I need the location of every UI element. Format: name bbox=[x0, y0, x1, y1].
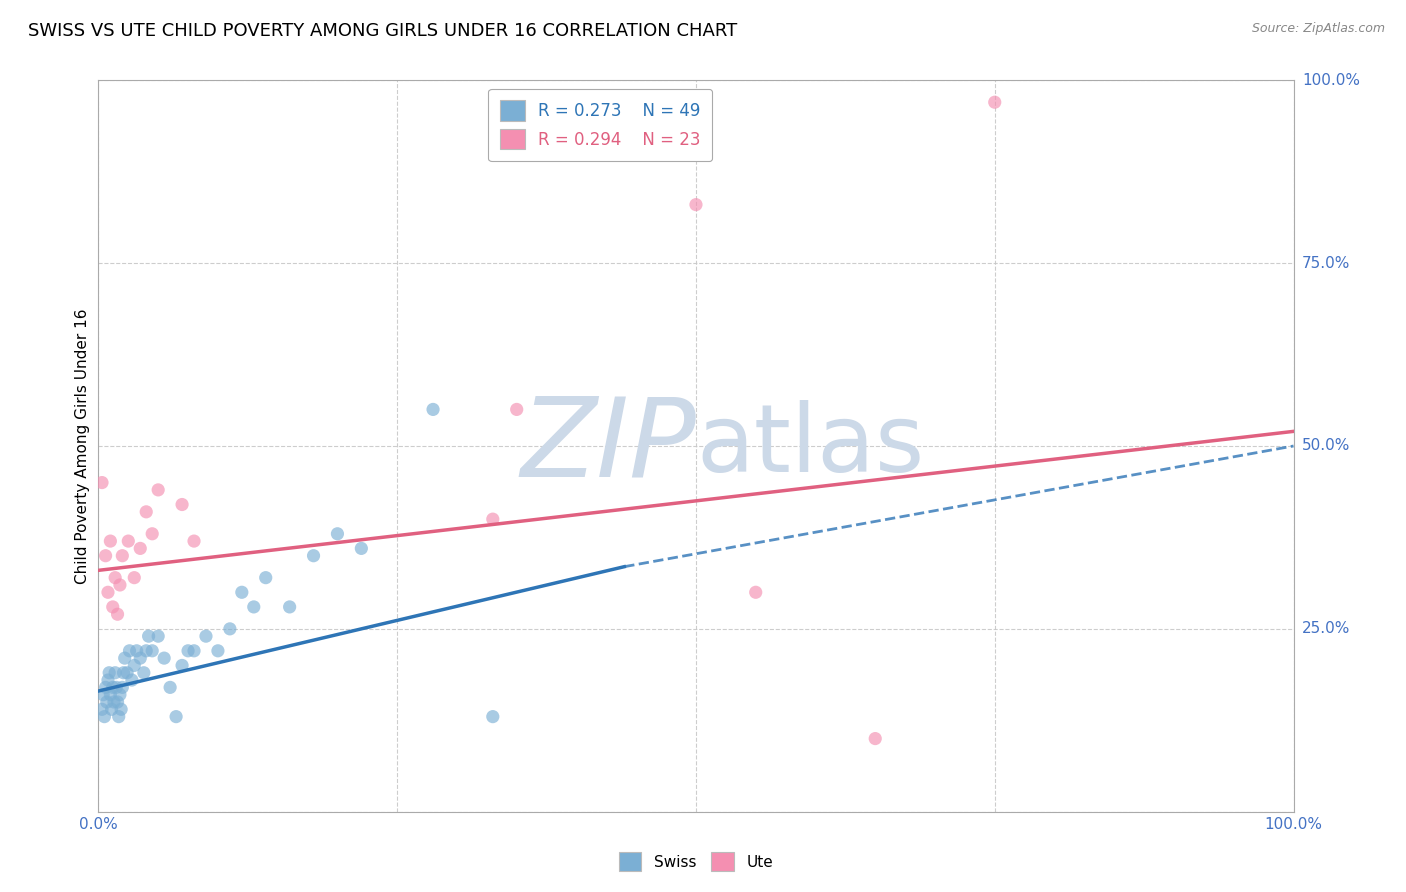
Point bbox=[135, 644, 157, 658]
Legend: Swiss, Ute: Swiss, Ute bbox=[613, 847, 779, 877]
Point bbox=[101, 599, 124, 614]
Point bbox=[183, 644, 205, 658]
Text: SWISS VS UTE CHILD POVERTY AMONG GIRLS UNDER 16 CORRELATION CHART: SWISS VS UTE CHILD POVERTY AMONG GIRLS U… bbox=[28, 22, 737, 40]
Point bbox=[101, 681, 124, 695]
Point bbox=[194, 629, 217, 643]
Point bbox=[481, 512, 505, 526]
Point bbox=[107, 607, 129, 622]
Point bbox=[108, 688, 131, 702]
Point bbox=[117, 534, 139, 549]
Point bbox=[103, 695, 125, 709]
Point bbox=[94, 549, 117, 563]
Point bbox=[93, 709, 115, 723]
Point bbox=[98, 665, 121, 680]
Point bbox=[153, 651, 176, 665]
Point bbox=[243, 599, 266, 614]
Text: Source: ZipAtlas.com: Source: ZipAtlas.com bbox=[1251, 22, 1385, 36]
Text: ZIP: ZIP bbox=[520, 392, 696, 500]
Text: 100.0%: 100.0% bbox=[1302, 73, 1360, 87]
Point bbox=[104, 571, 127, 585]
Point bbox=[91, 688, 114, 702]
Point bbox=[481, 709, 505, 723]
Point bbox=[118, 644, 141, 658]
Point bbox=[132, 665, 155, 680]
Y-axis label: Child Poverty Among Girls Under 16: Child Poverty Among Girls Under 16 bbox=[75, 309, 90, 583]
Point bbox=[91, 702, 114, 716]
Point bbox=[138, 629, 160, 643]
Point bbox=[129, 541, 152, 556]
Point bbox=[165, 709, 187, 723]
Text: atlas: atlas bbox=[696, 400, 924, 492]
Point bbox=[983, 95, 1005, 110]
Point bbox=[125, 644, 148, 658]
Point bbox=[159, 681, 181, 695]
Point bbox=[177, 644, 200, 658]
Point bbox=[104, 665, 127, 680]
Point bbox=[254, 571, 277, 585]
Point bbox=[141, 644, 163, 658]
Point bbox=[219, 622, 242, 636]
Point bbox=[124, 571, 146, 585]
Point bbox=[110, 702, 132, 716]
Point bbox=[97, 673, 120, 687]
Text: 50.0%: 50.0% bbox=[1302, 439, 1350, 453]
Point bbox=[183, 534, 205, 549]
Point bbox=[97, 585, 120, 599]
Point bbox=[114, 651, 136, 665]
Point bbox=[91, 475, 114, 490]
Point bbox=[135, 505, 157, 519]
Point bbox=[685, 197, 707, 211]
Point bbox=[506, 402, 529, 417]
Point bbox=[231, 585, 253, 599]
Point bbox=[111, 549, 134, 563]
Point bbox=[100, 702, 122, 716]
Point bbox=[112, 665, 135, 680]
Point bbox=[278, 599, 301, 614]
Point bbox=[207, 644, 229, 658]
Point bbox=[96, 695, 118, 709]
Point bbox=[148, 483, 170, 497]
Text: 25.0%: 25.0% bbox=[1302, 622, 1350, 636]
Point bbox=[326, 526, 349, 541]
Point bbox=[129, 651, 152, 665]
Point bbox=[98, 534, 122, 549]
Point bbox=[172, 658, 194, 673]
Point bbox=[107, 695, 129, 709]
Point bbox=[863, 731, 886, 746]
Point bbox=[108, 578, 131, 592]
Point bbox=[98, 688, 122, 702]
Text: 75.0%: 75.0% bbox=[1302, 256, 1350, 270]
Point bbox=[124, 658, 146, 673]
Point bbox=[107, 709, 129, 723]
Point bbox=[422, 402, 444, 417]
Point bbox=[94, 681, 117, 695]
Point bbox=[302, 549, 325, 563]
Point bbox=[350, 541, 373, 556]
Point bbox=[111, 681, 134, 695]
Point bbox=[121, 673, 143, 687]
Point bbox=[148, 629, 170, 643]
Point bbox=[172, 498, 194, 512]
Point bbox=[115, 665, 138, 680]
Point bbox=[105, 681, 128, 695]
Point bbox=[141, 526, 163, 541]
Point bbox=[745, 585, 768, 599]
